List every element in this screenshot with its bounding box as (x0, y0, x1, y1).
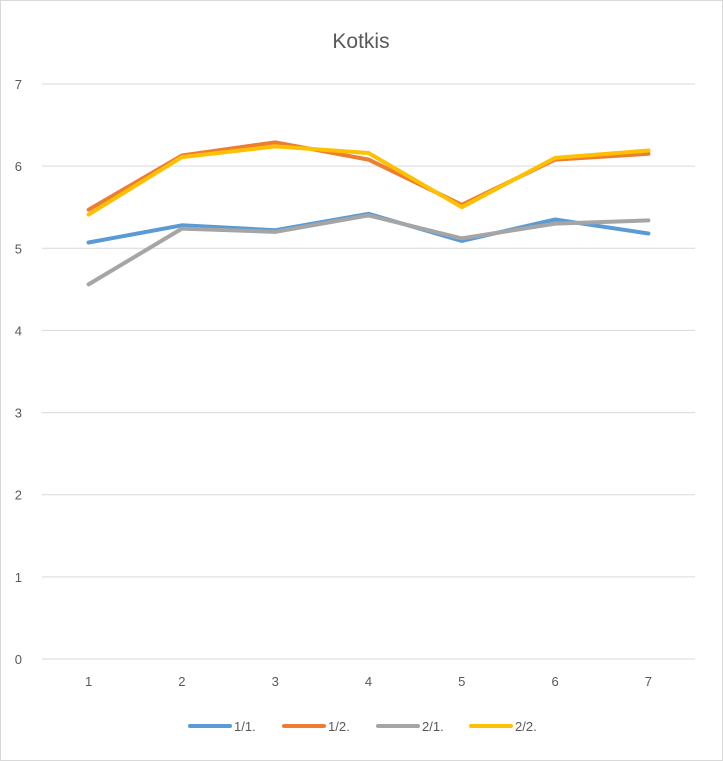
chart-title: Kotkis (332, 30, 389, 53)
x-tick-label: 4 (365, 674, 372, 689)
line-chart: Kotkis 0 1 2 3 4 5 6 7 1 2 3 4 5 6 7 1/1. 1/2. 2/1. 2/2. (0, 0, 723, 761)
y-tick-label: 2 (15, 488, 22, 503)
x-tick-label: 6 (551, 674, 558, 689)
legend-label-3: 2/1. (422, 719, 444, 734)
y-axis-tick-labels: 0 1 2 3 4 5 6 7 (15, 77, 22, 667)
x-tick-label: 3 (272, 674, 279, 689)
legend-label-1: 1/1. (234, 719, 256, 734)
x-tick-label: 7 (645, 674, 652, 689)
series-line-1 (89, 214, 649, 243)
series-line-4 (89, 146, 649, 214)
gridlines (42, 84, 695, 659)
series-lines (89, 142, 649, 284)
x-axis-tick-labels: 1 2 3 4 5 6 7 (85, 674, 652, 689)
x-tick-label: 5 (458, 674, 465, 689)
legend: 1/1. 1/2. 2/1. 2/2. (190, 719, 537, 734)
x-tick-label: 1 (85, 674, 92, 689)
x-tick-label: 2 (178, 674, 185, 689)
y-tick-label: 3 (15, 406, 22, 421)
y-tick-label: 6 (15, 159, 22, 174)
legend-label-2: 1/2. (328, 719, 350, 734)
legend-label-4: 2/2. (515, 719, 537, 734)
y-tick-label: 0 (15, 652, 22, 667)
y-tick-label: 1 (15, 570, 22, 585)
y-tick-label: 7 (15, 77, 22, 92)
y-tick-label: 5 (15, 241, 22, 256)
y-tick-label: 4 (15, 323, 22, 338)
